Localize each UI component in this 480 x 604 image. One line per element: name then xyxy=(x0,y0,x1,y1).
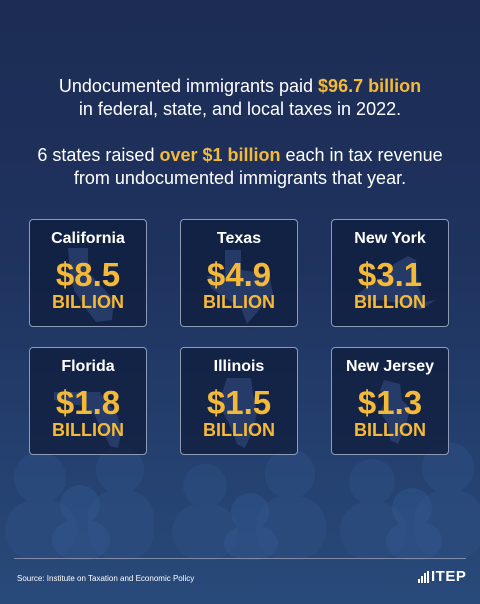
state-card-new-york: New York $3.1 BILLION xyxy=(331,219,449,327)
state-card-california: California $8.5 BILLION xyxy=(29,219,147,327)
headline-2-text: 6 states raised xyxy=(37,145,160,165)
tax-amount: $3.1 xyxy=(357,256,423,293)
state-card-new-jersey: New Jersey $1.3 BILLION xyxy=(331,347,449,455)
florida-map-icon xyxy=(54,392,122,448)
headline-states: 6 states raised over $1 billion each in … xyxy=(0,144,480,190)
texas-map-icon xyxy=(207,250,273,324)
tax-unit: BILLION xyxy=(354,420,426,440)
state-card-texas: Texas $4.9 BILLION xyxy=(180,219,298,327)
illinois-map-icon xyxy=(221,378,257,448)
tax-unit: BILLION xyxy=(354,292,426,312)
state-card-florida: Florida $1.8 BILLION xyxy=(29,347,147,455)
headline-total-taxes: Undocumented immigrants paid $96.7 billi… xyxy=(0,75,480,121)
state-name: Florida xyxy=(61,358,115,375)
logo-text: ITEP xyxy=(431,568,467,585)
footer-divider xyxy=(14,558,466,559)
tax-unit: BILLION xyxy=(203,420,275,440)
tax-amount: $1.5 xyxy=(206,384,272,421)
headline-1-text: Undocumented immigrants paid xyxy=(58,76,319,96)
state-name: New York xyxy=(354,230,426,247)
california-map-icon xyxy=(68,248,114,322)
state-name: Illinois xyxy=(213,358,265,375)
source-note: Source: Institute on Taxation and Econom… xyxy=(17,574,195,583)
state-card-illinois: Illinois $1.5 BILLION xyxy=(180,347,298,455)
tax-amount: $8.5 xyxy=(55,256,121,293)
itep-logo: ITEP xyxy=(418,569,468,585)
new-york-map-icon xyxy=(358,256,436,310)
tax-unit: BILLION xyxy=(203,292,275,312)
tax-unit: BILLION xyxy=(52,292,124,312)
new-jersey-map-icon xyxy=(380,380,410,444)
tax-unit: BILLION xyxy=(52,420,124,440)
state-name: New Jersey xyxy=(345,358,435,375)
state-name: Texas xyxy=(216,230,262,247)
headline-1-line-2: in federal, state, and local taxes in 20… xyxy=(78,99,402,119)
state-name: California xyxy=(51,230,125,247)
tax-amount: $1.8 xyxy=(55,384,121,421)
tax-amount: $1.3 xyxy=(357,384,423,421)
headline-2-text-post: each in tax revenue xyxy=(280,145,443,165)
headline-2-line-2: from undocumented immigrants that year. xyxy=(73,168,407,188)
bars-logo-icon xyxy=(418,571,429,583)
tax-amount: $4.9 xyxy=(206,256,272,293)
headline-2-highlight: over $1 billion xyxy=(159,145,281,165)
headline-1-highlight: $96.7 billion xyxy=(318,76,422,96)
